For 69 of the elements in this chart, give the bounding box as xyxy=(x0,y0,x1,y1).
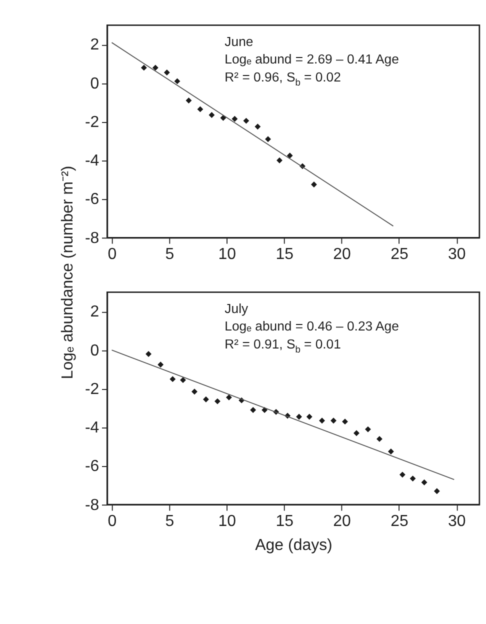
y-tick-label: 0 xyxy=(90,75,100,92)
x-tick-label: 5 xyxy=(165,512,174,530)
point xyxy=(243,118,250,124)
x-axis-title: Age (days) xyxy=(255,537,332,554)
annotation: Logₑ abund = 0.46 – 0.23 Age xyxy=(224,318,399,334)
y-tick-label: 0 xyxy=(90,342,100,360)
point xyxy=(330,418,336,424)
point xyxy=(311,182,317,188)
point xyxy=(158,362,164,368)
point xyxy=(365,426,371,432)
x-tick-label: 15 xyxy=(276,512,294,530)
x-tick-label: 30 xyxy=(448,246,466,263)
point xyxy=(399,472,406,478)
point xyxy=(286,152,293,159)
point xyxy=(214,398,220,404)
point xyxy=(410,476,416,482)
annotation: July xyxy=(224,300,248,316)
y-tick-label: 2 xyxy=(90,36,100,54)
point xyxy=(265,136,271,142)
point xyxy=(146,351,152,357)
x-tick-label: 20 xyxy=(333,512,352,530)
annotation: June xyxy=(224,34,254,49)
x-tick-label: 25 xyxy=(390,246,408,263)
point xyxy=(203,396,209,402)
point xyxy=(164,70,170,76)
point xyxy=(342,418,348,425)
y-tick-label: -8 xyxy=(84,496,100,514)
point xyxy=(232,116,238,122)
x-tick-label: 5 xyxy=(165,246,174,263)
x-tick-label: 10 xyxy=(218,246,236,263)
x-tick-label: 10 xyxy=(218,512,236,530)
point xyxy=(250,407,256,413)
point xyxy=(434,488,440,494)
point xyxy=(319,418,325,424)
y-tick-label: -2 xyxy=(84,380,100,398)
y-tick-label: -4 xyxy=(84,152,100,170)
point xyxy=(197,106,204,112)
x-tick-label: 0 xyxy=(108,512,117,530)
point xyxy=(208,112,215,118)
x-tick-label: 30 xyxy=(448,512,466,530)
point xyxy=(140,64,147,71)
x-tick-label: 25 xyxy=(390,512,408,530)
y-tick-label: 2 xyxy=(90,304,100,321)
point xyxy=(174,78,180,84)
point xyxy=(354,430,360,436)
point xyxy=(376,436,382,442)
x-tick-label: 20 xyxy=(333,246,352,263)
point xyxy=(170,376,176,382)
point xyxy=(186,98,192,104)
y-tick-label: -8 xyxy=(84,230,100,247)
point xyxy=(220,114,226,121)
point xyxy=(276,157,282,164)
y-tick-label: -6 xyxy=(84,191,100,208)
annotation: Logₑ abund = 2.69 – 0.41 Age xyxy=(224,52,399,67)
x-tick-label: 15 xyxy=(276,246,294,263)
y-tick-label: -6 xyxy=(84,458,100,476)
point xyxy=(152,64,158,71)
y-axis-title: Logₑ abundance (number m⁻²) xyxy=(59,166,76,380)
point xyxy=(254,124,261,130)
y-tick-label: -2 xyxy=(84,114,100,131)
point xyxy=(226,394,232,400)
point xyxy=(180,377,186,384)
x-tick-label: 0 xyxy=(108,246,117,263)
y-tick-label: -4 xyxy=(84,420,100,437)
point xyxy=(421,479,428,486)
point xyxy=(306,414,312,420)
point xyxy=(388,448,394,454)
point xyxy=(192,388,198,395)
point xyxy=(296,414,302,420)
